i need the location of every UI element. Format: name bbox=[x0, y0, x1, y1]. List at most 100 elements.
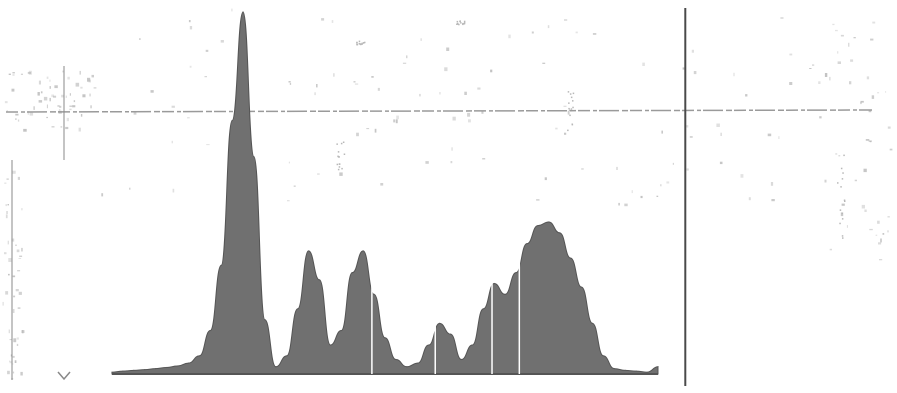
noise-speck bbox=[172, 188, 175, 193]
noise-speck bbox=[21, 247, 23, 252]
noise-speck bbox=[719, 161, 723, 165]
noise-speck bbox=[60, 126, 63, 128]
noise-speck bbox=[337, 156, 340, 158]
noise-speck bbox=[46, 116, 48, 119]
noise-speck bbox=[354, 83, 359, 85]
data-point bbox=[264, 319, 266, 321]
noise-speck bbox=[508, 34, 511, 39]
noise-speck bbox=[406, 55, 408, 59]
noise-speck bbox=[356, 41, 358, 44]
noise-speck bbox=[446, 47, 450, 51]
noise-speck bbox=[835, 153, 838, 155]
noise-speck bbox=[40, 91, 43, 94]
noise-speck bbox=[12, 275, 16, 278]
noise-speck bbox=[640, 195, 643, 199]
noise-speck bbox=[337, 168, 340, 171]
noise-speck bbox=[29, 112, 34, 116]
noise-speck bbox=[849, 81, 852, 85]
noise-speck bbox=[13, 295, 16, 298]
noise-speck bbox=[618, 202, 620, 206]
noise-speck bbox=[868, 110, 872, 113]
noise-speck bbox=[872, 21, 876, 24]
noise-speck bbox=[567, 110, 570, 115]
noise-speck bbox=[691, 49, 694, 53]
noise-speck bbox=[11, 88, 15, 92]
noise-speck bbox=[18, 291, 22, 295]
noise-speck bbox=[73, 100, 76, 103]
chevron-down-icon[interactable] bbox=[57, 371, 71, 381]
data-point bbox=[460, 358, 463, 361]
noise-speck bbox=[854, 179, 857, 182]
data-point bbox=[526, 243, 528, 245]
noise-speck bbox=[745, 94, 748, 97]
noise-speck bbox=[333, 73, 335, 77]
noise-speck bbox=[358, 42, 361, 45]
noise-speck bbox=[91, 74, 94, 78]
noise-speck bbox=[337, 151, 340, 153]
noise-speck bbox=[468, 119, 471, 123]
noise-speck bbox=[716, 123, 720, 127]
noise-speck bbox=[62, 70, 64, 73]
data-point bbox=[602, 355, 605, 357]
noise-speck bbox=[572, 100, 574, 102]
noise-speck bbox=[21, 208, 23, 211]
noise-speck bbox=[837, 51, 839, 54]
noise-speck bbox=[563, 105, 567, 107]
noise-speck bbox=[187, 117, 190, 119]
noise-speck bbox=[841, 218, 844, 220]
noise-speck bbox=[531, 31, 534, 34]
noise-speck bbox=[462, 23, 464, 25]
noise-speck bbox=[314, 92, 316, 96]
noise-speck bbox=[490, 69, 493, 73]
noise-speck bbox=[393, 119, 396, 123]
noise-speck bbox=[720, 132, 722, 136]
data-point bbox=[122, 370, 124, 372]
data-point bbox=[406, 366, 408, 368]
noise-speck bbox=[567, 129, 569, 132]
noise-speck bbox=[682, 67, 685, 70]
noise-speck bbox=[861, 204, 865, 209]
noise-speck bbox=[693, 71, 697, 75]
noise-speck bbox=[57, 105, 60, 107]
noise-speck bbox=[860, 100, 864, 103]
noise-speck bbox=[80, 86, 83, 89]
data-point bbox=[133, 369, 135, 371]
data-point bbox=[493, 282, 495, 285]
noise-speck bbox=[12, 72, 15, 74]
noise-speck bbox=[150, 90, 154, 93]
noise-speck bbox=[17, 307, 21, 309]
noise-speck bbox=[88, 79, 91, 83]
noise-speck bbox=[848, 42, 850, 47]
noise-speck bbox=[17, 270, 21, 272]
noise-speck bbox=[877, 92, 880, 94]
noise-speck bbox=[882, 233, 885, 235]
noise-speck bbox=[570, 96, 573, 99]
noise-speck bbox=[871, 95, 875, 99]
noise-speck bbox=[686, 168, 689, 171]
data-point bbox=[384, 337, 386, 339]
noise-speck bbox=[27, 72, 32, 74]
data-point bbox=[340, 329, 342, 332]
noise-speck bbox=[27, 111, 30, 115]
noise-speck bbox=[338, 163, 341, 165]
noise-speck bbox=[771, 199, 775, 202]
noise-speck bbox=[380, 183, 384, 186]
noise-speck bbox=[481, 111, 484, 114]
noise-speck bbox=[288, 161, 290, 164]
noise-speck bbox=[460, 22, 462, 24]
noise-speck bbox=[419, 93, 421, 97]
noise-speck bbox=[61, 94, 65, 98]
noise-speck bbox=[839, 209, 842, 211]
scan-noise bbox=[2, 8, 893, 380]
noise-speck bbox=[287, 200, 290, 202]
noise-speck bbox=[8, 329, 10, 334]
noise-speck bbox=[366, 128, 370, 130]
noise-speck bbox=[75, 82, 80, 87]
noise-speck bbox=[17, 176, 20, 180]
data-point bbox=[231, 120, 233, 122]
noise-speck bbox=[16, 337, 19, 340]
noise-speck bbox=[38, 80, 41, 85]
data-point bbox=[198, 355, 200, 357]
noise-speck bbox=[878, 242, 882, 245]
noise-speck bbox=[7, 370, 10, 375]
